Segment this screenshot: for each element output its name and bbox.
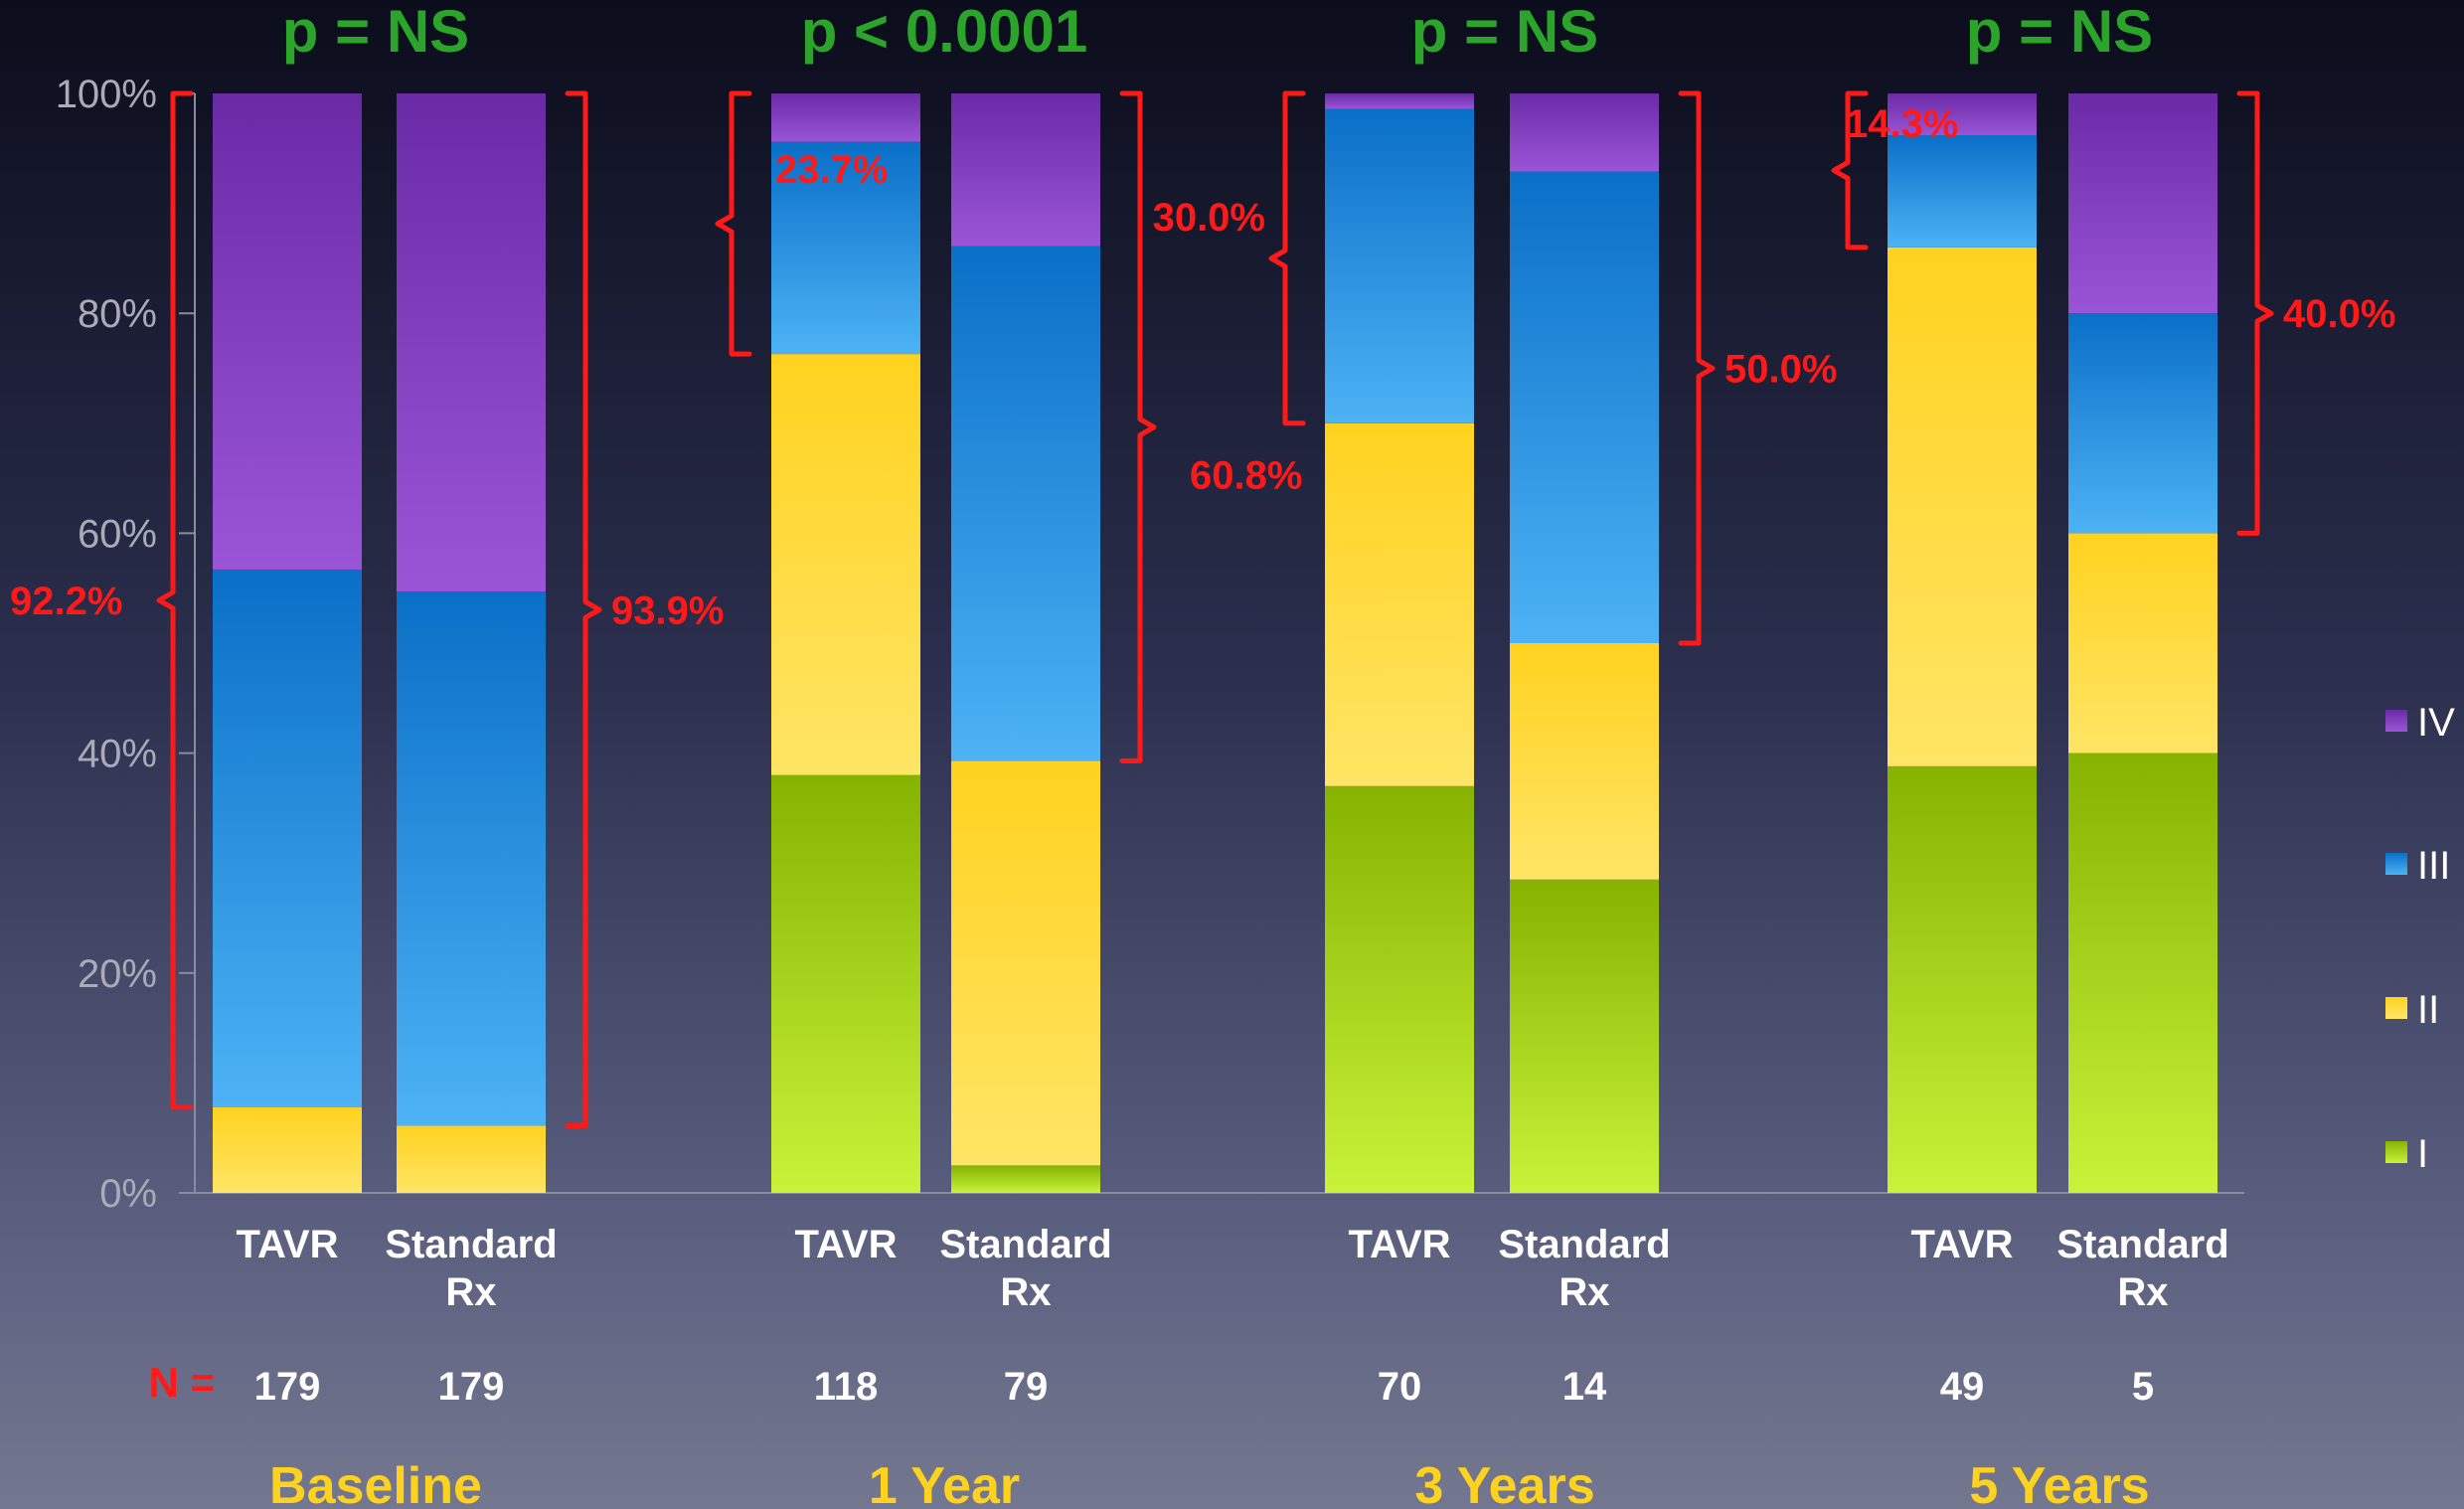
y-tick-label: 20% (78, 952, 157, 996)
legend-swatch-iii (2385, 853, 2407, 875)
bar-segment-ii (1510, 643, 1659, 880)
p-value-label: p = NS (1966, 0, 2153, 65)
bar-segment-iv (2068, 93, 2218, 314)
y-tick-label: 0% (99, 1172, 157, 1216)
category-label: Rx (2117, 1270, 2168, 1314)
bar-segment-iv (771, 93, 920, 142)
legend-label: II (2417, 988, 2439, 1032)
bar-segment-iii (2068, 313, 2218, 534)
n-value: 14 (1562, 1365, 1607, 1409)
bracket-value-label: 30.0% (1153, 196, 1265, 240)
bar-segment-iv (1325, 93, 1474, 109)
bracket-left (1268, 90, 1306, 426)
category-label: TAVR (1911, 1223, 2014, 1266)
n-value: 5 (2132, 1365, 2154, 1409)
p-value-label: p = NS (1411, 0, 1598, 65)
n-value: 70 (1378, 1365, 1422, 1409)
labels: 92.2% 93.9% 23.7% 60.8% 30.0% 50.0% 14.3% 40.0%… (10, 0, 2395, 1509)
bar-segment-ii (1325, 422, 1474, 786)
bar-segment-iv (1888, 93, 2037, 136)
bracket-value-label: 23.7% (775, 148, 888, 192)
bracket-value-label: 40.0% (2283, 292, 2395, 336)
bracket-left (1831, 90, 1869, 251)
bar-segment-ii (397, 1125, 546, 1193)
legend-label: IV (2417, 701, 2455, 745)
bar-segment-ii (213, 1106, 362, 1193)
bars (213, 93, 2218, 1193)
p-value-label: p = NS (282, 0, 469, 65)
n-value: 118 (814, 1365, 879, 1409)
bar-segment-ii (2068, 533, 2218, 754)
n-value: 49 (1940, 1365, 1985, 1409)
bracket-right (1119, 90, 1157, 763)
bracket-right (2236, 90, 2274, 536)
bar-segment-i (1325, 785, 1474, 1193)
category-label: Rx (1559, 1270, 1609, 1314)
bar-segment-ii (1888, 247, 2037, 766)
n-value: 179 (254, 1365, 321, 1409)
category-label: TAVR (237, 1223, 339, 1266)
bar-segment-iv (213, 93, 362, 570)
bar-segment-i (2068, 753, 2218, 1193)
bar-segment-i (951, 1165, 1100, 1193)
bracket-value-label: 50.0% (1725, 348, 1837, 392)
bracket-right (1678, 90, 1716, 646)
group-label: Baseline (269, 1457, 482, 1509)
bar-segment-i (771, 774, 920, 1193)
legend-swatch-ii (2385, 997, 2407, 1019)
bar-segment-i (1510, 879, 1659, 1193)
n-value: 79 (1004, 1365, 1049, 1409)
y-tick-label: 100% (56, 73, 157, 116)
bar-segment-iv (951, 93, 1100, 247)
bar-segment-iii (771, 141, 920, 355)
bar-segment-iii (397, 591, 546, 1126)
legend-label: I (2417, 1132, 2428, 1176)
n-label: N = (148, 1359, 215, 1406)
bar-segment-iii (1325, 108, 1474, 423)
bracket-value-label: 60.8% (1190, 454, 1302, 498)
category-label: TAVR (795, 1223, 898, 1266)
n-value: 179 (438, 1365, 505, 1409)
bracket-value-label: 93.9% (611, 588, 724, 632)
group-label: 3 Years (1414, 1457, 1594, 1509)
category-label: Rx (1000, 1270, 1051, 1314)
y-tick-label: 80% (78, 292, 157, 336)
legend-swatch-i (2385, 1141, 2407, 1163)
bar-segment-ii (771, 354, 920, 775)
bar-segment-i (1888, 765, 2037, 1193)
group-label: 5 Years (1969, 1457, 2149, 1509)
bar-segment-iii (213, 569, 362, 1107)
category-label: Standard (2056, 1223, 2228, 1266)
bracket-right (565, 90, 602, 1129)
y-tick-label: 40% (78, 733, 157, 776)
bar-segment-iv (1510, 93, 1659, 172)
y-tick-label: 60% (78, 512, 157, 556)
legend-label: III (2417, 844, 2450, 888)
bracket-left (715, 90, 752, 357)
category-label: Standard (385, 1223, 557, 1266)
bar-segment-ii (951, 760, 1100, 1166)
category-label: TAVR (1349, 1223, 1451, 1266)
bar-segment-iii (1888, 135, 2037, 248)
category-label: Rx (445, 1270, 496, 1314)
group-label: 1 Year (869, 1457, 1020, 1509)
bar-segment-iv (397, 93, 546, 592)
category-label: Standard (939, 1223, 1111, 1266)
bracket-annotations (156, 90, 2274, 1129)
bracket-left (156, 90, 194, 1110)
bar-segment-iii (951, 246, 1100, 761)
category-label: Standard (1498, 1223, 1670, 1266)
bracket-value-label: 92.2% (10, 580, 122, 623)
p-value-label: p < 0.0001 (801, 0, 1088, 65)
bar-segment-iii (1510, 171, 1659, 643)
legend-swatch-iv (2385, 710, 2407, 732)
bracket-value-label: 14.3% (1846, 102, 1958, 146)
